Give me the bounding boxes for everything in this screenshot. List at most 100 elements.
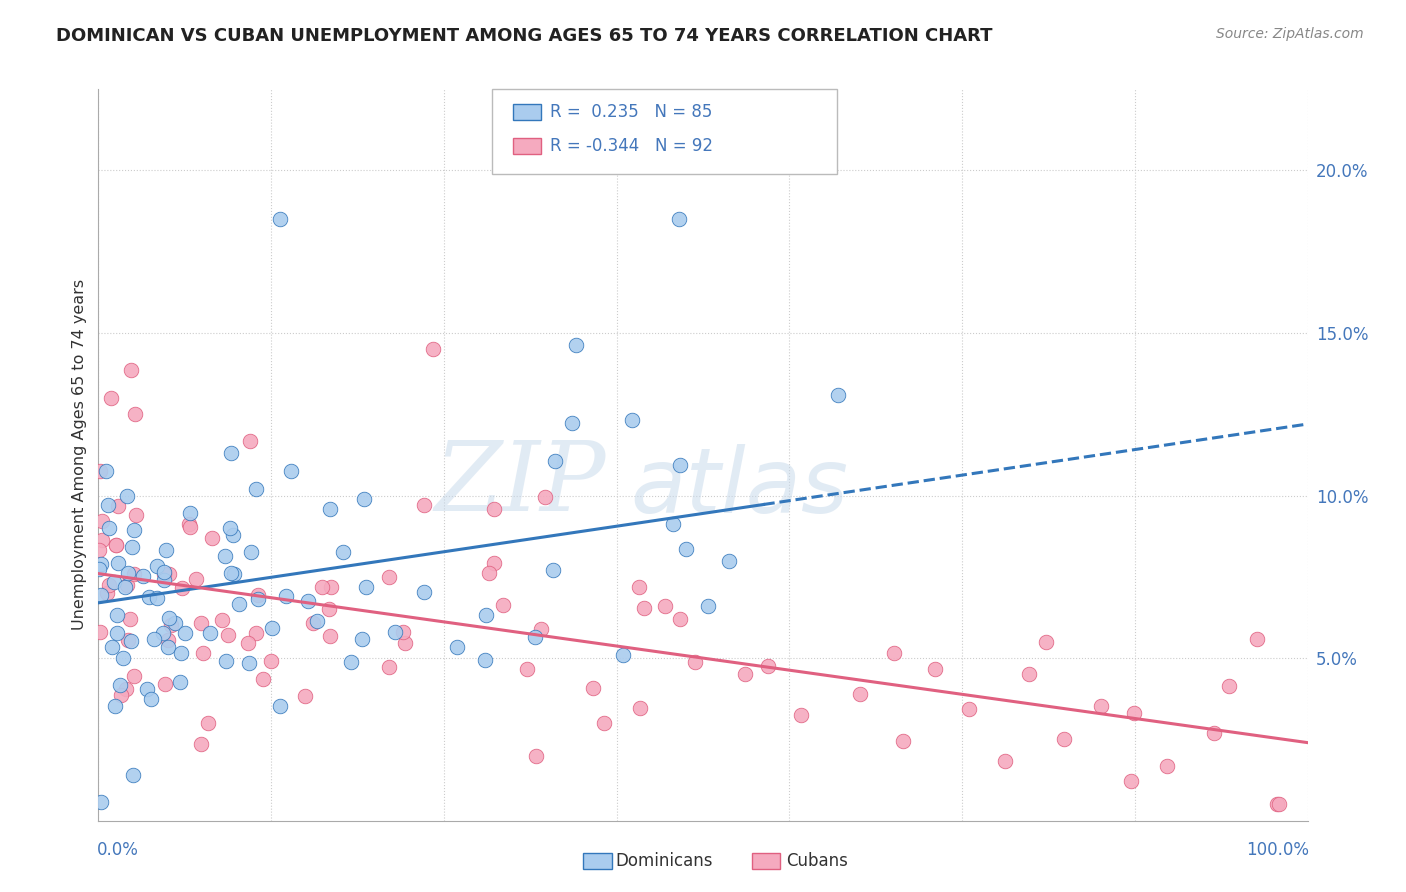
Point [353, 491, 375, 506]
Point [97, 578, 120, 592]
Point [219, 521, 242, 535]
Point [146, 591, 169, 606]
Point [318, 602, 340, 616]
Point [160, 617, 183, 632]
Point [153, 566, 176, 581]
Text: R =  0.235   N = 85: R = 0.235 N = 85 [550, 103, 711, 121]
Point [492, 598, 515, 612]
Point [790, 708, 813, 723]
Point [105, 626, 128, 640]
Point [170, 581, 193, 595]
Point [669, 458, 692, 472]
Text: Cubans: Cubans [786, 852, 848, 870]
Point [90, 588, 112, 602]
Point [1202, 726, 1225, 740]
Point [612, 648, 634, 663]
Text: DOMINICAN VS CUBAN UNEMPLOYMENT AMONG AGES 65 TO 74 YEARS CORRELATION CHART: DOMINICAN VS CUBAN UNEMPLOYMENT AMONG AG… [56, 27, 993, 45]
Point [152, 626, 174, 640]
Y-axis label: Unemployment Among Ages 65 to 74 years: Unemployment Among Ages 65 to 74 years [72, 279, 87, 631]
Point [627, 580, 650, 594]
Point [849, 687, 872, 701]
Point [332, 545, 354, 559]
Point [228, 597, 250, 611]
Point [115, 681, 138, 696]
Point [294, 689, 316, 703]
Point [190, 615, 212, 630]
Point [475, 607, 498, 622]
Point [152, 566, 174, 580]
Point [543, 563, 565, 577]
Point [89, 463, 111, 477]
Point [377, 659, 399, 673]
Point [394, 636, 416, 650]
Point [633, 600, 655, 615]
Point [422, 343, 444, 357]
Point [138, 591, 160, 605]
Point [122, 523, 145, 537]
Point [190, 737, 212, 751]
Point [120, 362, 142, 376]
Point [717, 554, 740, 568]
Point [101, 640, 124, 654]
Point [994, 755, 1017, 769]
Point [179, 517, 201, 532]
Point [957, 702, 980, 716]
Point [280, 464, 302, 478]
Point [211, 613, 233, 627]
Point [530, 622, 553, 636]
Point [90, 795, 112, 809]
Point [593, 716, 616, 731]
Point [96, 464, 118, 478]
Point [117, 633, 139, 648]
Text: Source: ZipAtlas.com: Source: ZipAtlas.com [1216, 27, 1364, 41]
Point [157, 633, 180, 648]
Point [260, 621, 283, 635]
Point [89, 562, 111, 576]
Point [378, 570, 401, 584]
Point [96, 585, 118, 599]
Point [340, 655, 363, 669]
Point [105, 538, 128, 552]
Point [246, 591, 269, 606]
Point [883, 646, 905, 660]
Point [107, 556, 129, 570]
Point [200, 626, 222, 640]
Point [214, 549, 236, 564]
Point [197, 715, 219, 730]
Point [115, 489, 138, 503]
Point [153, 676, 176, 690]
Text: 0.0%: 0.0% [97, 841, 139, 859]
Point [115, 577, 138, 591]
Point [524, 749, 547, 764]
Text: R = -0.344   N = 92: R = -0.344 N = 92 [550, 137, 713, 155]
Point [582, 681, 605, 695]
Point [893, 734, 915, 748]
Point [156, 640, 179, 654]
Point [222, 566, 245, 581]
Point [118, 612, 141, 626]
Point [543, 454, 565, 468]
Point [392, 624, 415, 639]
Point [482, 556, 505, 570]
Point [1119, 773, 1142, 788]
Text: ZIP: ZIP [434, 437, 606, 531]
Point [87, 543, 110, 558]
Point [121, 541, 143, 555]
Point [827, 388, 849, 402]
Point [97, 521, 120, 535]
Point [100, 391, 122, 405]
Point [170, 646, 193, 660]
Point [564, 337, 586, 351]
Point [354, 580, 377, 594]
Point [1246, 632, 1268, 646]
Point [124, 407, 146, 421]
Point [302, 615, 325, 630]
Point [384, 625, 406, 640]
Point [153, 573, 176, 587]
Point [125, 508, 148, 523]
Point [179, 506, 201, 520]
Text: atlas: atlas [630, 444, 848, 532]
Point [311, 580, 333, 594]
Point [1018, 666, 1040, 681]
Point [297, 594, 319, 608]
